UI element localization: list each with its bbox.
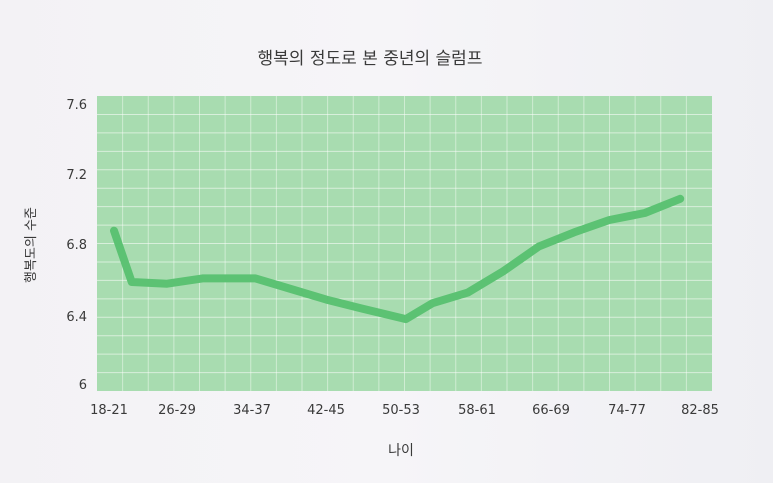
x-tick-label: 18-21	[90, 403, 128, 418]
series-line	[110, 194, 685, 324]
y-axis-ticks: 7.6 7.2 6.8 6.4 6	[66, 98, 87, 393]
x-tick-label: 50-53	[382, 403, 420, 418]
x-tick-label: 58-61	[458, 403, 496, 418]
x-tick-label: 74-77	[608, 403, 646, 418]
x-tick-label: 82-85	[681, 403, 719, 418]
y-tick-label: 6.4	[66, 310, 87, 325]
x-tick-label: 34-37	[233, 403, 271, 418]
x-tick-label: 26-29	[158, 403, 196, 418]
x-tick-label: 66-69	[532, 403, 570, 418]
x-axis-label: 나이	[388, 443, 414, 459]
grid	[97, 96, 712, 391]
x-tick-label: 42-45	[307, 403, 345, 418]
chart-title: 행복의 정도로 본 중년의 슬럼프	[258, 49, 483, 69]
y-tick-label: 6	[79, 378, 87, 393]
y-tick-label: 6.8	[66, 238, 87, 253]
y-tick-label: 7.6	[66, 98, 87, 113]
y-axis-label: 행복도의 수준	[23, 207, 39, 283]
y-tick-label: 7.2	[66, 168, 87, 183]
x-axis-ticks: 18-21 26-29 34-37 42-45 50-53 58-61 66-69 74-77…	[90, 403, 719, 418]
